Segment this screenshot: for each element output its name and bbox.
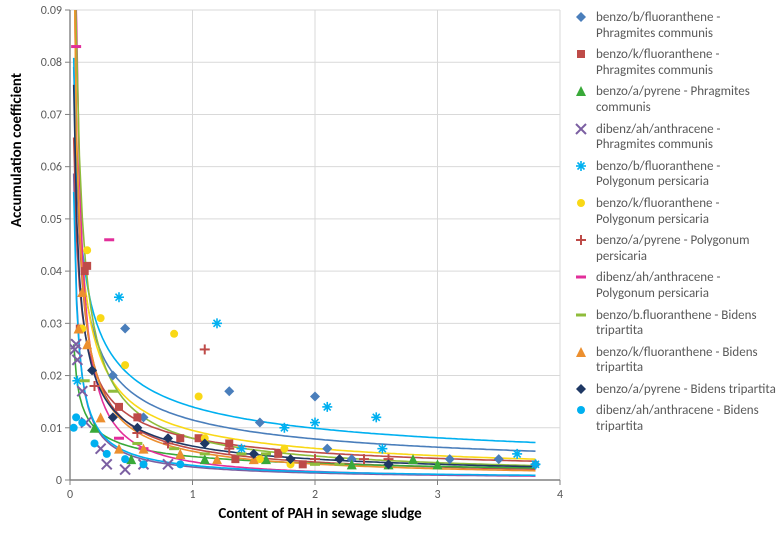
legend-item: benzo/a/pyrene - Bidens tripartita: [572, 382, 777, 398]
xtick-label: 2: [312, 488, 318, 502]
legend-item: dibenz/ah/anthracene - Bidens tripartita: [572, 403, 777, 434]
legend-swatch: [572, 10, 590, 24]
marker-circle: [121, 361, 129, 369]
legend-item: benzo/a/pyrene - Polygonum persicaria: [572, 233, 777, 264]
legend-item: dibenz/ah/anthracene - Polygonum persica…: [572, 270, 777, 301]
legend-item: benzo/b/fluoranthene - Polygonum persica…: [572, 159, 777, 190]
legend-item: benzo/a/pyrene - Phragmites communis: [572, 84, 777, 115]
marker-triangle: [576, 86, 586, 96]
legend-swatch: [572, 84, 590, 98]
ytick-label: 0.05: [41, 213, 62, 227]
legend-label: benzo/a/pyrene - Phragmites communis: [596, 84, 777, 115]
ytick-label: 0.09: [41, 4, 62, 18]
marker-circle: [577, 406, 585, 414]
marker-circle: [83, 246, 91, 254]
ytick-label: 0.02: [41, 370, 62, 384]
marker-circle: [91, 439, 99, 447]
legend-label: benzo/k/fluoranthene - Polygonum persica…: [596, 196, 777, 227]
xtick-label: 1: [189, 488, 195, 502]
legend-swatch: [572, 345, 590, 359]
marker-circle: [103, 450, 111, 458]
ytick-label: 0.03: [41, 317, 62, 331]
marker-square: [274, 450, 282, 458]
legend-label: benzo/a/pyrene - Polygonum persicaria: [596, 233, 777, 264]
legend-label: dibenz/ah/anthracene - Phragmites commun…: [596, 122, 777, 153]
marker-square: [83, 262, 91, 270]
legend-label: benzo/b.fluoranthene - Bidens tripartita: [596, 308, 777, 339]
legend-swatch: [572, 382, 590, 396]
marker-circle: [70, 424, 78, 432]
ytick-label: 0.04: [41, 265, 62, 279]
legend-item: benzo/k/fluoranthene - Polygonum persica…: [572, 196, 777, 227]
xtick-label: 0: [67, 488, 73, 502]
legend-swatch: [572, 233, 590, 247]
ytick-label: 0: [56, 474, 62, 488]
legend-label: benzo/k/fluoranthene - Bidens tripartita: [596, 345, 777, 376]
legend-item: benzo/k/fluoranthene - Phragmites commun…: [572, 47, 777, 78]
marker-circle: [121, 455, 129, 463]
legend-swatch: [572, 47, 590, 61]
marker-square: [115, 403, 123, 411]
legend-label: benzo/a/pyrene - Bidens tripartita: [596, 382, 777, 398]
legend-swatch: [572, 270, 590, 284]
marker-circle: [72, 413, 80, 421]
xtick-label: 4: [557, 488, 563, 502]
marker-square: [299, 460, 307, 468]
marker-circle: [170, 330, 178, 338]
marker-circle: [280, 445, 288, 453]
legend-item: benzo/b/fluoranthene - Phragmites commun…: [572, 10, 777, 41]
x-axis-label: Content of PAH in sewage sludge: [180, 505, 460, 523]
marker-circle: [176, 460, 184, 468]
legend-item: dibenz/ah/anthracene - Phragmites commun…: [572, 122, 777, 153]
marker-square: [577, 50, 585, 58]
marker-diamond: [576, 12, 586, 22]
legend-label: benzo/k/fluoranthene - Phragmites commun…: [596, 47, 777, 78]
legend-item: benzo/k/fluoranthene - Bidens tripartita: [572, 345, 777, 376]
ytick-label: 0.08: [41, 56, 62, 70]
ytick-label: 0.06: [41, 161, 62, 175]
legend-swatch: [572, 403, 590, 417]
marker-triangle: [576, 347, 586, 357]
marker-circle: [97, 314, 105, 322]
legend-item: benzo/b.fluoranthene - Bidens tripartita: [572, 308, 777, 339]
marker-diamond: [576, 384, 586, 394]
marker-circle: [140, 460, 148, 468]
xtick-label: 3: [434, 488, 440, 502]
legend-swatch: [572, 196, 590, 210]
legend-label: benzo/b/fluoranthene - Polygonum persica…: [596, 159, 777, 190]
legend-swatch: [572, 159, 590, 173]
marker-circle: [195, 392, 203, 400]
legend: benzo/b/fluoranthene - Phragmites commun…: [572, 10, 777, 441]
y-axis-label: Accumulation coefficient: [8, 40, 26, 260]
marker-square: [133, 413, 141, 421]
legend-label: benzo/b/fluoranthene - Phragmites commun…: [596, 10, 777, 41]
legend-swatch: [572, 122, 590, 136]
marker-circle: [78, 419, 86, 427]
legend-label: dibenz/ah/anthracene - Bidens tripartita: [596, 403, 777, 434]
marker-square: [231, 455, 239, 463]
ytick-label: 0.01: [41, 422, 62, 436]
marker-square: [176, 434, 184, 442]
legend-swatch: [572, 308, 590, 322]
ytick-label: 0.07: [41, 108, 62, 122]
legend-label: dibenz/ah/anthracene - Polygonum persica…: [596, 270, 777, 301]
marker-circle: [577, 199, 585, 207]
